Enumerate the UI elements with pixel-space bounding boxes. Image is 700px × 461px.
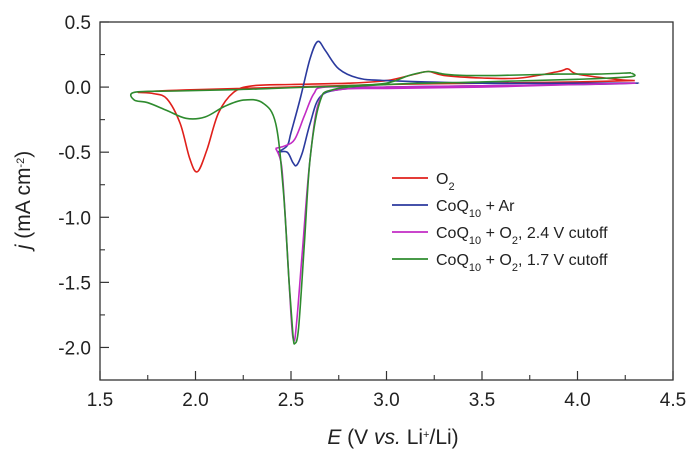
legend-label: O2 — [436, 171, 455, 193]
legend-label: CoQ10 + O2, 2.4 V cutoff — [436, 225, 608, 247]
series-line-2 — [277, 40, 640, 167]
legend: O2 CoQ10 + Ar CoQ10 + O2, 2.4 V cutoff CoQ1… — [392, 171, 608, 274]
x-tick-label: 3.0 — [373, 390, 399, 411]
legend-item-3: CoQ10 + O2, 2.4 V cutoff — [392, 225, 608, 247]
x-tick-label: 4.0 — [564, 390, 590, 411]
series-line-4 — [129, 70, 636, 345]
series-line-1 — [137, 68, 635, 173]
y-tick-label: 0.0 — [65, 78, 91, 99]
legend-item-4: CoQ10 + O2, 1.7 V cutoff — [392, 252, 608, 274]
y-tick-label: -2.0 — [58, 338, 91, 359]
x-axis-label: E (V vs. Li+/Li) — [327, 426, 458, 449]
plot-frame — [99, 21, 674, 381]
y-tick-label: -1.5 — [58, 273, 91, 294]
y-axis-label: j (mA cm-2) — [12, 151, 35, 252]
x-tick-label: 3.5 — [469, 390, 495, 411]
legend-item-1: O2 — [392, 171, 455, 193]
x-tick-label: 2.5 — [278, 390, 304, 411]
legend-item-2: CoQ10 + Ar — [392, 198, 515, 220]
y-tick-label: 0.5 — [65, 13, 91, 34]
tick-labels: 1.5 2.0 2.5 3.0 3.5 4.0 4.5 0.5 0.0 -0.5 -1.0 -1.5 -… — [58, 13, 686, 411]
legend-label: CoQ10 + Ar — [436, 198, 515, 220]
legend-label: CoQ10 + O2, 1.7 V cutoff — [436, 252, 608, 274]
y-tick-label: -1.0 — [58, 208, 91, 229]
x-tick-label: 2.0 — [182, 390, 208, 411]
x-tick-label: 1.5 — [87, 390, 113, 411]
series-lines — [129, 40, 640, 345]
y-tick-label: -0.5 — [58, 143, 91, 164]
x-tick-label: 4.5 — [660, 390, 686, 411]
